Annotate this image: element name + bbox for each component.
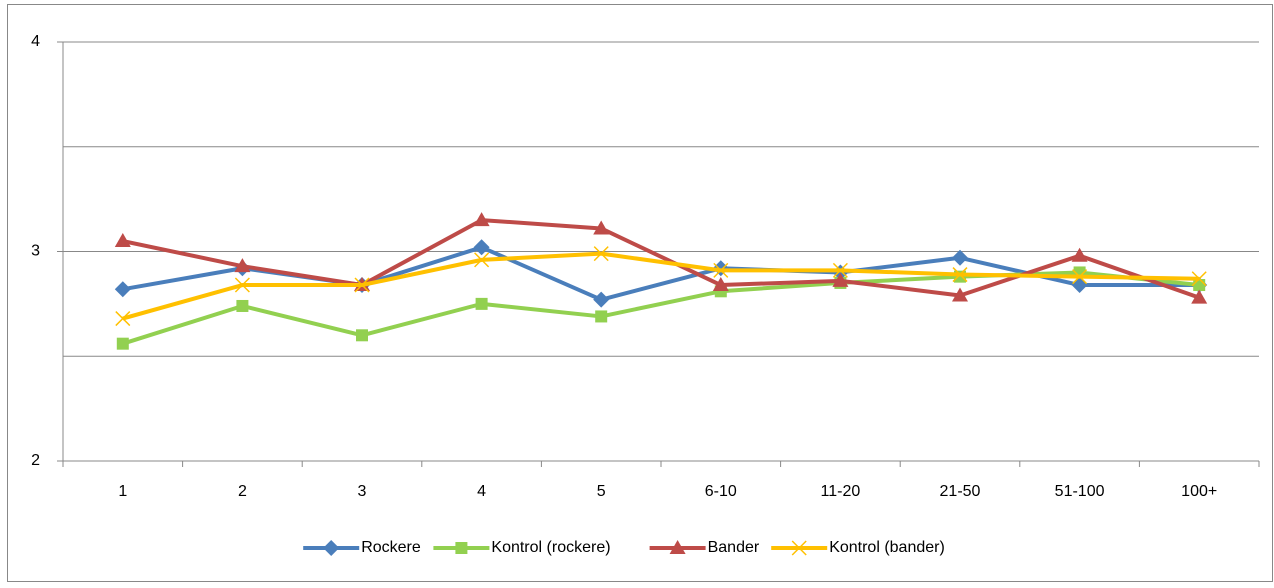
legend-label: Bander: [708, 539, 760, 556]
x-tick-label: 100+: [1181, 483, 1217, 500]
data-point: [952, 267, 968, 283]
legend-label: Kontrol (rockere): [491, 539, 610, 556]
data-point: [1072, 269, 1088, 285]
data-point: [1193, 279, 1206, 292]
legend-marker: [669, 540, 686, 554]
data-point: [116, 337, 129, 350]
data-point: [952, 249, 968, 266]
data-point: [236, 299, 249, 312]
legend-label: Rockere: [361, 539, 421, 556]
data-point: [713, 262, 729, 278]
y-tick-label: 4: [31, 33, 40, 50]
data-point: [114, 281, 131, 298]
y-tick-label: 3: [31, 243, 40, 260]
data-point: [354, 277, 370, 293]
data-point: [593, 291, 610, 308]
data-point: [234, 277, 250, 293]
data-point: [1191, 271, 1207, 287]
x-tick-label: 21-50: [940, 483, 981, 500]
legend-label: Kontrol (bander): [829, 539, 945, 556]
data-point: [1191, 289, 1208, 304]
data-point: [952, 287, 968, 302]
x-tick-label: 51-100: [1055, 483, 1105, 500]
data-point: [1071, 247, 1088, 262]
x-tick-label: 6-10: [705, 483, 737, 500]
x-tick-label: 1: [118, 483, 127, 500]
data-point: [593, 246, 609, 262]
x-tick-label: 5: [597, 483, 606, 500]
data-point: [115, 311, 131, 327]
x-tick-label: 3: [358, 483, 367, 500]
x-tick-label: 4: [477, 483, 486, 500]
series-line: [122, 251, 1200, 321]
x-tick-label: 2: [238, 483, 247, 500]
legend-marker: [455, 542, 468, 554]
data-point: [114, 233, 131, 248]
data-point: [832, 262, 848, 278]
data-point: [234, 258, 251, 273]
data-point: [595, 310, 608, 323]
data-point: [356, 329, 368, 342]
y-tick-label: 2: [31, 452, 40, 469]
data-point: [593, 220, 610, 235]
data-point: [474, 252, 490, 268]
data-point: [832, 272, 849, 287]
data-point: [473, 212, 490, 227]
data-point: [712, 277, 729, 292]
x-tick-label: 11-20: [821, 483, 861, 500]
legend-marker: [791, 540, 807, 556]
data-point: [475, 297, 488, 310]
legend-marker: [323, 540, 340, 556]
data-point: [473, 239, 490, 256]
